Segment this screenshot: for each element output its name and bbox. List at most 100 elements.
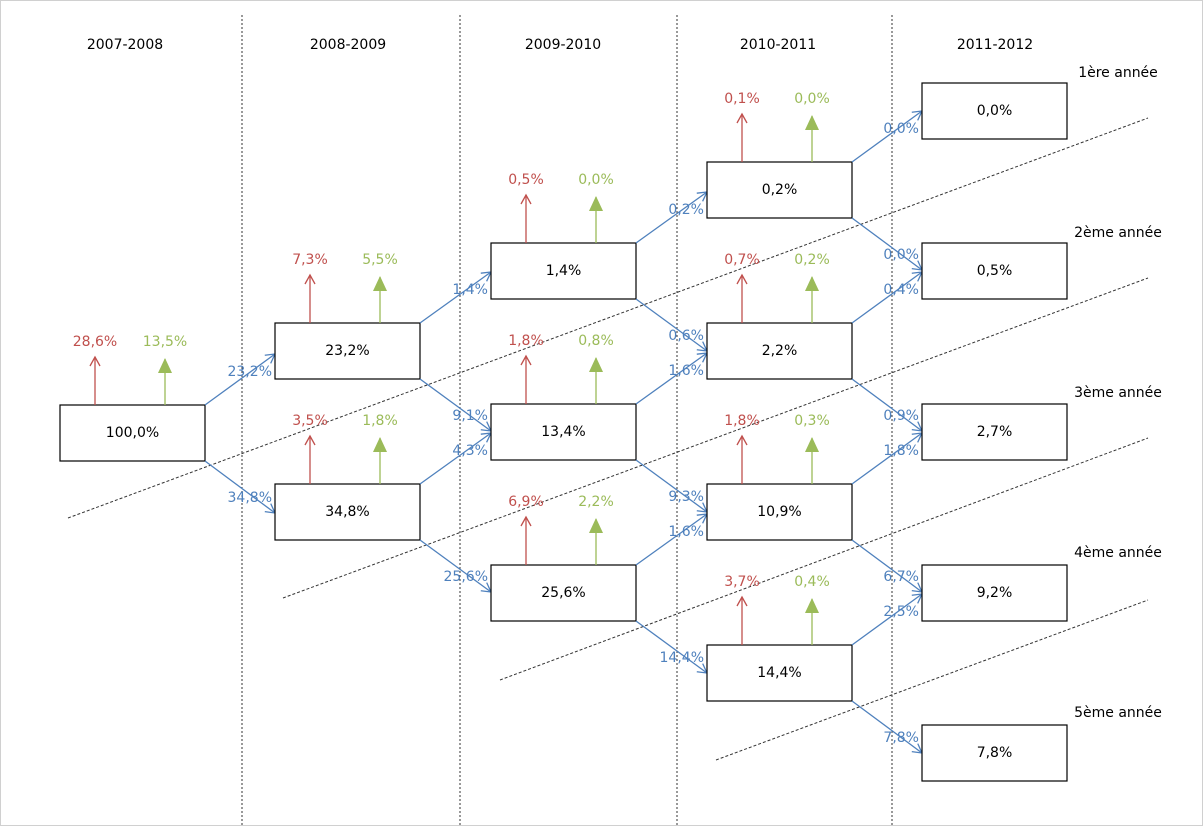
exit-label-red: 0,1% xyxy=(724,91,760,107)
node-value: 23,2% xyxy=(325,343,369,359)
year-label: 5ème année xyxy=(1074,705,1162,721)
flow-label-up: 0,4% xyxy=(883,282,919,298)
exit-label-red: 28,6% xyxy=(73,334,117,350)
flow-arrow-up xyxy=(419,432,493,485)
column-header: 2011-2012 xyxy=(957,37,1033,53)
flow-label-up: 2,5% xyxy=(883,604,919,620)
flow-label-up: 4,3% xyxy=(452,443,488,459)
flow-label-up: 0,2% xyxy=(668,202,704,218)
flow-arrow-up xyxy=(635,352,709,405)
node-box xyxy=(921,403,1068,461)
flow-label-down: 14,4% xyxy=(660,650,704,666)
node-box xyxy=(706,322,853,380)
exit-label-red: 1,8% xyxy=(508,333,544,349)
year-divider xyxy=(282,277,1149,599)
node-box xyxy=(921,564,1068,622)
flow-arrow-down xyxy=(419,378,493,432)
node-value: 34,8% xyxy=(325,504,369,520)
node-value: 10,9% xyxy=(757,504,801,520)
flow-label-down: 6,7% xyxy=(883,569,919,585)
flow-arrow-down xyxy=(851,539,924,593)
flow-arrow-up xyxy=(851,432,924,485)
node-box xyxy=(490,564,637,622)
node-box xyxy=(706,644,853,702)
node-value: 25,6% xyxy=(541,585,585,601)
flow-label-up: 1,6% xyxy=(668,363,704,379)
flow-label-down: 9,3% xyxy=(668,489,704,505)
node-value: 14,4% xyxy=(757,665,801,681)
node-value: 0,5% xyxy=(977,263,1013,279)
node-box xyxy=(490,403,637,461)
exit-label-green: 0,0% xyxy=(794,91,830,107)
flow-label-down: 34,8% xyxy=(228,490,272,506)
flow-label-up: 1,4% xyxy=(452,282,488,298)
column-header: 2008-2009 xyxy=(310,37,386,53)
flow-arrow-up xyxy=(204,353,277,406)
node-box xyxy=(921,242,1068,300)
flow-arrow-down xyxy=(851,378,924,432)
flow-label-down: 0,9% xyxy=(883,408,919,424)
exit-label-red: 3,7% xyxy=(724,574,760,590)
exit-label-red: 0,5% xyxy=(508,172,544,188)
flow-arrow-down xyxy=(851,700,924,754)
node-box xyxy=(490,242,637,300)
node-value: 2,7% xyxy=(977,424,1013,440)
flow-arrow-down xyxy=(635,459,709,513)
exit-label-green: 0,4% xyxy=(794,574,830,590)
node-value: 2,2% xyxy=(762,343,798,359)
flow-label-down: 0,0% xyxy=(883,247,919,263)
flow-arrow-up xyxy=(635,191,709,244)
exit-label-green: 13,5% xyxy=(143,334,187,350)
exit-label-red: 6,9% xyxy=(508,494,544,510)
exit-label-red: 7,3% xyxy=(292,252,328,268)
flow-label-down: 25,6% xyxy=(444,569,488,585)
column-header: 2007-2008 xyxy=(87,37,163,53)
flow-arrow-up xyxy=(419,271,493,324)
column-header: 2010-2011 xyxy=(740,37,816,53)
exit-label-green: 1,8% xyxy=(362,413,398,429)
flow-label-down: 9,1% xyxy=(452,408,488,424)
node-value: 7,8% xyxy=(977,745,1013,761)
flow-label-up: 1,6% xyxy=(668,524,704,540)
flow-label-down: 7,8% xyxy=(883,730,919,746)
exit-label-red: 1,8% xyxy=(724,413,760,429)
flow-label-down: 0,6% xyxy=(668,328,704,344)
exit-label-green: 2,2% xyxy=(578,494,614,510)
flow-arrow-up xyxy=(851,110,924,163)
node-value: 13,4% xyxy=(541,424,585,440)
column-header: 2009-2010 xyxy=(525,37,601,53)
exit-label-red: 0,7% xyxy=(724,252,760,268)
node-value: 0,0% xyxy=(977,103,1013,119)
node-value: 100,0% xyxy=(106,425,159,441)
node-box xyxy=(274,483,421,541)
exit-label-green: 0,8% xyxy=(578,333,614,349)
flow-arrow-down xyxy=(204,460,277,514)
year-label: 3ème année xyxy=(1074,385,1162,401)
node-box xyxy=(706,161,853,219)
year-divider xyxy=(499,437,1149,681)
node-box xyxy=(921,724,1068,782)
exit-label-red: 3,5% xyxy=(292,413,328,429)
flow-label-up: 0,0% xyxy=(883,121,919,137)
node-value: 1,4% xyxy=(546,263,582,279)
flow-arrow-up xyxy=(851,271,924,324)
node-box xyxy=(59,404,206,462)
year-label: 1ère année xyxy=(1078,65,1158,81)
node-box xyxy=(274,322,421,380)
node-value: 9,2% xyxy=(977,585,1013,601)
flow-arrow-up xyxy=(851,593,924,646)
flow-arrow-down xyxy=(419,539,493,593)
node-box xyxy=(921,82,1068,140)
year-divider xyxy=(67,117,1149,519)
flow-label-up: 1,8% xyxy=(883,443,919,459)
year-label: 2ème année xyxy=(1074,225,1162,241)
flow-arrow-down xyxy=(635,298,709,352)
node-box xyxy=(706,483,853,541)
flow-arrow-down xyxy=(635,620,709,674)
year-divider xyxy=(715,599,1149,761)
flow-arrow-up xyxy=(635,513,709,566)
flow-label-up: 23,2% xyxy=(228,364,272,380)
year-label: 4ème année xyxy=(1074,545,1162,561)
exit-label-green: 0,2% xyxy=(794,252,830,268)
